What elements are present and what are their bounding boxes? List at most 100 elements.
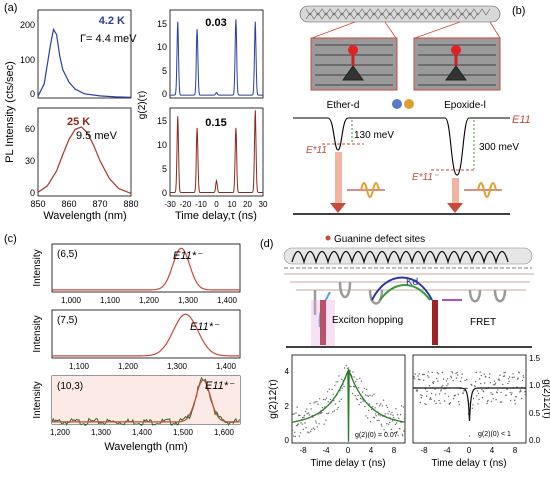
- scatter-point: [431, 371, 433, 373]
- dna-wrapped-nanotube-schematic: Guanine defect sites Kd Exciton hopping …: [283, 234, 534, 348]
- scatter-point: [366, 394, 368, 397]
- scatter-point: [494, 384, 496, 386]
- xtick: 0: [467, 446, 472, 455]
- scatter-point: [315, 422, 317, 424]
- scatter-point: [451, 372, 454, 374]
- xtick: 4: [369, 446, 374, 455]
- kd-label: Kd: [406, 277, 418, 288]
- scatter-point: [303, 416, 305, 418]
- xtick: 30: [259, 200, 268, 209]
- scatter-point: [432, 382, 434, 385]
- scatter-point: [395, 408, 397, 410]
- xtick: 870: [92, 199, 107, 209]
- scatter-point: [480, 374, 483, 377]
- scatter-point: [466, 378, 468, 381]
- scatter-point: [504, 371, 506, 374]
- y-axis-label: Intensity: [32, 381, 43, 418]
- scatter-point: [401, 433, 403, 436]
- scatter-point: [486, 401, 489, 403]
- level-e11-star-right: E*11⁻: [412, 172, 439, 183]
- xtick: 8: [513, 446, 518, 455]
- emission-arrow: [432, 300, 438, 345]
- scatter-point: [499, 401, 502, 403]
- scatter-point: [455, 372, 457, 375]
- scatter-point: [391, 420, 394, 422]
- scatter-point: [499, 374, 501, 376]
- panel-c-label: (c): [4, 233, 17, 245]
- ytick: 100: [20, 55, 35, 65]
- scatter-point: [345, 364, 347, 367]
- scatter-point: [436, 372, 438, 374]
- scatter-point: [506, 388, 509, 390]
- scatter-point: [351, 392, 354, 395]
- scatter-point: [525, 396, 527, 398]
- depth-label-left: 130 meV: [354, 130, 394, 141]
- scatter-point: [520, 390, 522, 392]
- scatter-point: [336, 408, 338, 410]
- scatter-point: [295, 425, 298, 427]
- scatter-point: [308, 432, 310, 434]
- scatter-point: [312, 427, 315, 429]
- scatter-point: [438, 399, 440, 402]
- panel-c-subplot-3: (10,3) E11*⁻ Intensity 1,200 1,300 1,400…: [32, 375, 241, 453]
- xtick: -8: [420, 446, 428, 455]
- scatter-point: [301, 423, 303, 425]
- scatter-point: [510, 399, 512, 402]
- scatter-point: [382, 399, 385, 401]
- scatter-point: [389, 421, 391, 424]
- scatter-point: [519, 391, 521, 393]
- xtick: 1,500: [173, 428, 194, 437]
- scatter-point: [374, 407, 376, 409]
- scatter-point: [454, 394, 457, 396]
- chirality-label: (7,5): [57, 315, 78, 326]
- panel-d-label: (d): [260, 238, 273, 250]
- xtick: -4: [322, 446, 330, 455]
- ytick: 15: [157, 19, 167, 29]
- scatter-point: [441, 371, 444, 374]
- scatter-point: [316, 401, 318, 403]
- scatter-point: [477, 392, 480, 395]
- exciton-hopping-label: Exciton hopping: [332, 315, 403, 326]
- ytick: 60: [25, 124, 35, 134]
- scatter-point: [359, 377, 361, 379]
- scatter-point: [493, 380, 496, 382]
- scatter-point: [496, 392, 498, 394]
- g2-value-bottom: 0.15: [205, 117, 226, 129]
- spectrum-line-4k: [37, 27, 132, 98]
- scatter-point: [497, 389, 499, 391]
- scatter-point: [507, 382, 509, 385]
- photon-wave-right: [477, 182, 497, 198]
- scatter-point: [509, 391, 511, 394]
- panel-a-ylabel: PL Intensity (cts/sec): [4, 61, 16, 163]
- scatter-point: [515, 396, 518, 398]
- legend-guanine: Guanine defect sites: [334, 234, 425, 245]
- scatter-point: [387, 413, 389, 415]
- scatter-point: [505, 394, 507, 396]
- panel-c-subplot-2: (7,5) E11*⁻ Intensity 1,100 1,200 1,300 …: [32, 309, 241, 371]
- scatter-point: [434, 394, 437, 396]
- scatter-point: [475, 381, 477, 383]
- scatter-point: [327, 401, 329, 403]
- peak-label: E11*⁻: [205, 380, 235, 392]
- scatter-point: [477, 403, 479, 405]
- scatter-point: [385, 404, 388, 407]
- fit-curve-left: [291, 369, 406, 442]
- scatter-point: [291, 429, 294, 432]
- scatter-point: [383, 429, 385, 431]
- scatter-point: [346, 367, 349, 369]
- x-axis-title: Time delay,τ (ns): [175, 210, 257, 222]
- scatter-point: [433, 381, 435, 383]
- scatter-point: [324, 399, 326, 401]
- scatter-point: [332, 411, 334, 413]
- scatter-point: [321, 406, 324, 409]
- scatter-point: [367, 417, 369, 419]
- scatter-point: [365, 388, 368, 390]
- scatter-point: [462, 392, 464, 394]
- scatter-point: [359, 397, 362, 400]
- g2-axis-label: g(2)(τ): [137, 91, 148, 119]
- scatter-point: [508, 380, 510, 383]
- scatter-point: [500, 391, 502, 394]
- g2-trace-top: [170, 19, 263, 96]
- guanine-marker-icon: [325, 235, 331, 241]
